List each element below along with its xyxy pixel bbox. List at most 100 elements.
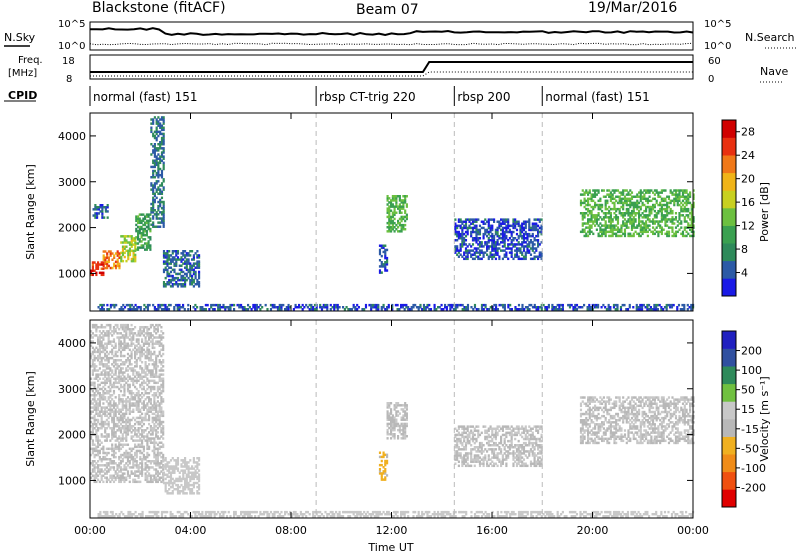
echo-cell [127,253,130,257]
echo-cell [625,197,628,201]
echo-cell [454,228,457,232]
echo-cell [609,207,612,211]
echo-cell [393,199,396,202]
echo-cell [491,249,494,252]
echo-cell [125,377,128,380]
echo-cell [185,268,188,272]
echo-cell [102,515,105,518]
echo-cell [155,470,158,473]
echo-cell [620,214,623,217]
echo-cell [604,214,607,217]
echo-cell [185,479,188,483]
echo-cell [118,462,121,465]
echo-cell [583,199,586,203]
echo-cell [130,352,133,356]
echo-cell [160,422,163,426]
echo-cell [404,195,407,198]
echo-cell [101,515,104,518]
echo-cell [141,468,144,471]
echo-cell [114,373,117,376]
echo-cell [118,308,121,311]
echo-cell [540,251,543,254]
echo-cell [604,232,607,236]
echo-cell [112,435,116,438]
echo-cell [112,468,116,471]
echo-cell [609,191,612,194]
echo-cell [641,306,644,309]
echo-cell [123,443,126,446]
echo-cell [478,249,482,252]
echo-cell [155,363,158,366]
echo-cell [105,367,108,370]
echo-cell [676,230,679,234]
echo-cell [126,359,130,362]
echo-cell [496,226,499,230]
echo-cell [134,394,137,397]
echo-cell [107,398,110,401]
echo-cell [152,515,155,518]
echo-cell [160,429,163,432]
echo-cell [377,303,380,307]
echo-cell [128,354,131,358]
echo-cell [139,427,142,430]
echo-cell [241,515,244,518]
echo-cell [146,404,149,407]
echo-cell [671,226,674,229]
echo-cell [134,259,137,263]
echo-cell [625,201,628,205]
echo-cell [128,251,132,255]
echo-cell [588,203,591,207]
echo-cell [512,239,515,242]
echo-cell [100,332,103,335]
echo-cell [662,207,665,211]
echo-cell [100,381,103,385]
echo-cell [553,308,556,311]
echo-cell [587,226,590,229]
echo-cell [568,306,572,309]
echo-cell [233,510,236,514]
echo-cell [162,281,166,284]
echo-cell [116,385,119,389]
echo-cell [674,193,678,196]
echo-cell [149,336,152,339]
echo-cell [153,412,156,416]
echo-cell [630,222,634,225]
echo-cell [229,306,232,309]
echo-cell [507,303,510,307]
echo-cell [510,243,513,246]
echo-cell [93,460,96,463]
echo-cell [144,365,147,368]
echo-cell [590,224,593,227]
echo-cell [620,205,623,209]
echo-cell [171,250,174,253]
echo-cell [388,197,391,200]
echo-cell [98,373,101,376]
echo-cell [118,340,121,343]
echo-cell [475,241,478,244]
echo-cell [153,478,156,482]
echo-cell [234,513,237,516]
echo-cell [152,122,155,125]
echo-cell [141,330,144,333]
echo-cell [125,443,128,446]
echo-cell [162,381,165,385]
echo-cell [155,416,158,420]
echo-cell [531,226,534,230]
echo-cell [95,377,98,380]
echo-cell [620,201,623,205]
echo-cell [662,228,665,231]
echo-cell [517,234,520,238]
echo-cell [652,220,655,223]
echo-cell [145,221,148,225]
echo-cell [648,191,651,194]
echo-cell [673,222,676,225]
echo-cell [187,268,190,272]
echo-cell [148,363,151,366]
echo-cell [135,379,138,383]
echo-cell [659,220,662,223]
echo-cell [191,477,194,481]
freq-tick-top: 18 [62,56,75,67]
echo-cell [590,220,593,223]
echo-cell [151,334,154,337]
echo-cell [174,303,178,307]
